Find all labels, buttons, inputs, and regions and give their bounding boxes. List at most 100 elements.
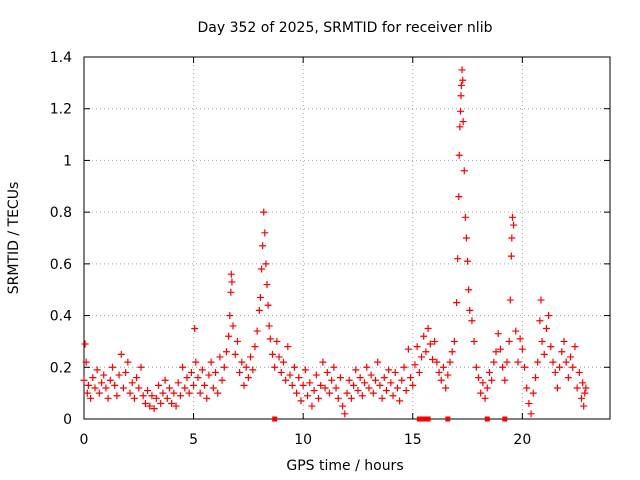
data-point (453, 299, 461, 307)
y-tick-label: 0 (63, 412, 72, 428)
data-point (345, 376, 353, 384)
data-point (521, 363, 529, 371)
baseline-marker (421, 416, 427, 422)
data-point (277, 368, 285, 376)
grid-layer (84, 57, 610, 419)
data-point (192, 358, 200, 366)
data-point (339, 402, 347, 410)
data-point (465, 286, 473, 294)
data-point (81, 340, 89, 348)
data-point (537, 296, 545, 304)
data-point (207, 358, 215, 366)
data-point (165, 384, 173, 392)
data-point (468, 317, 476, 325)
data-point (233, 337, 241, 345)
data-point (170, 389, 178, 397)
data-point (261, 229, 269, 237)
data-point (571, 343, 579, 351)
data-point (479, 379, 487, 387)
data-point (409, 381, 417, 389)
data-point (507, 252, 515, 260)
y-axis-title: SRMTID / TECUs (6, 182, 22, 295)
data-point (330, 363, 338, 371)
data-point (350, 381, 358, 389)
data-point (255, 306, 263, 314)
data-point (415, 368, 423, 376)
data-point (137, 363, 145, 371)
data-point (108, 363, 116, 371)
data-point (402, 387, 410, 395)
y-tick-label: 1.4 (50, 50, 72, 66)
data-point (80, 376, 88, 384)
data-point (293, 389, 301, 397)
data-point (150, 405, 158, 413)
data-point (420, 332, 428, 340)
data-point (222, 348, 230, 356)
data-point (128, 379, 136, 387)
data-point (341, 410, 349, 418)
data-point (573, 384, 581, 392)
data-point (141, 399, 149, 407)
data-point (514, 358, 522, 366)
data-point (124, 358, 132, 366)
data-point (376, 381, 384, 389)
data-point (126, 389, 134, 397)
data-point (444, 371, 452, 379)
data-point (407, 374, 415, 382)
y-tick-label: 1 (63, 153, 72, 169)
data-point (393, 384, 401, 392)
data-point (172, 402, 180, 410)
data-point (229, 322, 237, 330)
data-point (385, 366, 393, 374)
data-point (575, 368, 583, 376)
data-point (508, 234, 516, 242)
data-point (560, 337, 568, 345)
data-point (361, 379, 369, 387)
data-point (551, 368, 559, 376)
data-point (433, 358, 441, 366)
data-point (251, 343, 259, 351)
data-point (456, 123, 464, 131)
data-point (494, 330, 502, 338)
data-point (227, 270, 235, 278)
data-point (485, 368, 493, 376)
data-point (323, 368, 331, 376)
data-point (363, 363, 371, 371)
data-point (89, 374, 97, 382)
data-point (284, 343, 292, 351)
data-point (111, 381, 119, 389)
data-point (130, 394, 138, 402)
data-point (354, 387, 362, 395)
data-point (310, 387, 318, 395)
data-point (268, 350, 276, 358)
data-point (133, 374, 141, 382)
data-point (328, 376, 336, 384)
data-point (496, 345, 504, 353)
data-point (477, 389, 485, 397)
data-point (371, 376, 379, 384)
data-point (218, 376, 226, 384)
data-point (387, 379, 395, 387)
data-point (321, 384, 329, 392)
data-point (378, 394, 386, 402)
baseline-marker (425, 416, 431, 422)
data-point (404, 345, 412, 353)
data-point (461, 213, 469, 221)
data-point (501, 376, 509, 384)
data-point (315, 394, 323, 402)
data-point (564, 374, 572, 382)
data-point (183, 374, 191, 382)
data-point (100, 371, 108, 379)
baseline-marker (445, 416, 451, 422)
data-point (104, 394, 112, 402)
data-point (308, 402, 316, 410)
data-point (301, 366, 309, 374)
x-tick-label: 15 (404, 432, 422, 448)
data-point (448, 348, 456, 356)
data-point (459, 118, 467, 126)
data-point (369, 389, 377, 397)
data-point (336, 374, 344, 382)
baseline-marker (484, 416, 490, 422)
data-point (247, 353, 255, 361)
